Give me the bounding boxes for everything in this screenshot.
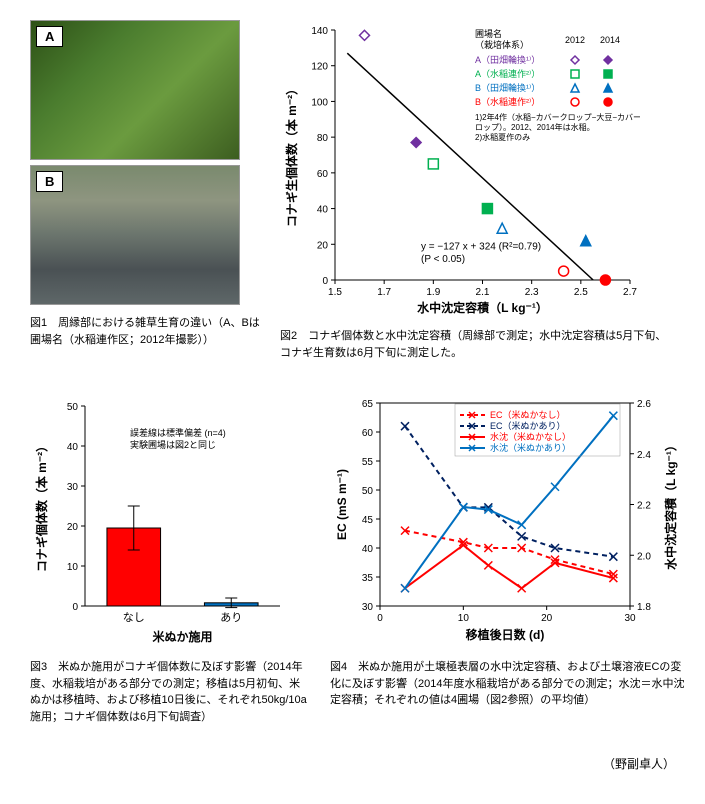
svg-text:コナギ生個体数（本 m⁻²）: コナギ生個体数（本 m⁻²） [284,83,299,227]
svg-text:ロップ）。2012、2014年は水稲。: ロップ）。2012、2014年は水稲。 [475,122,595,132]
fig4-caption: 図4 米ぬか施用が土壌極表層の水中沈定容積、および土壌溶液ECの変化に及ぼす影響… [330,659,690,709]
svg-text:2.7: 2.7 [623,287,637,298]
svg-text:水沈（米ぬかあり）: 水沈（米ぬかあり） [490,442,571,453]
svg-text:あり: あり [220,611,242,624]
svg-text:45: 45 [362,515,374,526]
svg-text:100: 100 [311,97,328,108]
svg-text:A（水稲連作²⁾）: A（水稲連作²⁾） [475,68,540,79]
fig3-chart: 0 10 20 30 40 50 なし あり米ぬか施用 コナギ個体数（本 m⁻²） 誤差線は標準偏… [30,391,310,651]
svg-text:40: 40 [67,442,79,453]
svg-text:米ぬか施用: 米ぬか施用 [152,629,212,644]
svg-text:(P < 0.05): (P < 0.05) [421,254,465,265]
svg-text:0: 0 [322,276,328,287]
author: （野副卓人） [30,755,675,772]
svg-text:1.9: 1.9 [426,287,440,298]
svg-text:120: 120 [311,62,328,73]
fig3-caption: 図3 米ぬか施用がコナギ個体数に及ぼす影響（2014年度、水稲栽培がある部分での… [30,659,310,725]
svg-text:10: 10 [458,613,470,624]
svg-text:10: 10 [67,562,79,573]
svg-text:50: 50 [362,486,374,497]
svg-text:50: 50 [67,402,79,413]
svg-text:EC（米ぬかなし）: EC（米ぬかなし） [490,409,566,420]
fig1-photo-b: B [30,165,240,305]
svg-text:EC (mS m⁻¹): EC (mS m⁻¹) [335,469,349,540]
svg-text:水中沈定容積（L kg⁻¹）: 水中沈定容積（L kg⁻¹） [417,300,548,315]
svg-text:1)2年4作（水稲−カバークロップ−大豆−カバーク: 1)2年4作（水稲−カバークロップ−大豆−カバーク [475,112,640,122]
svg-text:30: 30 [362,602,374,613]
svg-text:1.8: 1.8 [637,602,651,613]
svg-text:2012: 2012 [565,35,585,45]
fig1-photo-a: A [30,20,240,160]
fig1-label-b: B [36,171,63,192]
svg-text:水沈（米ぬかなし）: 水沈（米ぬかなし） [490,431,571,442]
svg-text:なし: なし [123,611,145,624]
fig1-images: A B [30,20,260,305]
svg-text:B（水稲連作²⁾）: B（水稲連作²⁾） [475,96,540,107]
svg-text:実験圃場は図2と同じ: 実験圃場は図2と同じ [130,439,216,450]
fig4-chart: 30 35 40 45 50 55 60 65 1.8 2.0 2.2 2.4 2.6 0 10 20 30 移植… [330,391,690,651]
svg-text:EC（米ぬかあり）: EC（米ぬかあり） [490,420,566,431]
svg-text:65: 65 [362,399,374,410]
fig2-chart: 0 20 40 60 80 100 120 140 1.5 1.7 1.9 2.1 2.3 2.5 2.7 水… [280,20,675,320]
svg-text:30: 30 [67,482,79,493]
svg-text:2)水稲夏作のみ: 2)水稲夏作のみ [475,132,530,142]
svg-text:20: 20 [67,522,79,533]
svg-text:30: 30 [624,613,636,624]
svg-text:移植後日数 (d): 移植後日数 (d) [466,627,545,642]
svg-text:140: 140 [311,26,328,37]
svg-text:40: 40 [362,544,374,555]
svg-text:2.5: 2.5 [574,287,588,298]
svg-text:1.5: 1.5 [328,287,342,298]
svg-text:0: 0 [377,613,383,624]
svg-text:B（田畑輪換¹⁾）: B（田畑輪換¹⁾） [475,82,540,93]
svg-text:80: 80 [317,133,329,144]
svg-text:（栽培体系）: （栽培体系） [475,39,529,50]
svg-text:0: 0 [72,602,78,613]
svg-text:20: 20 [541,613,553,624]
fig1-caption: 図1 周縁部における雑草生育の違い（A、Bは圃場名（水稲連作区；2012年撮影）… [30,315,260,348]
svg-text:2.6: 2.6 [637,399,651,410]
svg-text:35: 35 [362,573,374,584]
svg-text:コナギ個体数（本 m⁻²）: コナギ個体数（本 m⁻²） [34,440,49,572]
svg-text:40: 40 [317,205,329,216]
svg-text:2.0: 2.0 [637,551,651,562]
svg-text:2.2: 2.2 [637,501,651,512]
fig1-label-a: A [36,26,63,47]
svg-text:y = −127 x + 324 (R²=0.79): y = −127 x + 324 (R²=0.79) [421,242,541,253]
svg-text:水中沈定容積（L kg⁻¹）: 水中沈定容積（L kg⁻¹） [663,439,678,570]
svg-text:2.4: 2.4 [637,450,651,461]
fig2-caption: 図2 コナギ個体数と水中沈定容積（周縁部で測定；水中沈定容積は5月下旬、コナギ生… [280,328,675,361]
svg-text:A（田畑輪換¹⁾）: A（田畑輪換¹⁾） [475,54,540,65]
svg-text:2014: 2014 [600,35,620,45]
svg-text:誤差線は標準偏差 (n=4): 誤差線は標準偏差 (n=4) [130,427,226,438]
svg-text:60: 60 [362,428,374,439]
svg-text:2.3: 2.3 [525,287,539,298]
svg-text:2.1: 2.1 [476,287,490,298]
svg-text:60: 60 [317,169,329,180]
svg-text:55: 55 [362,457,374,468]
svg-text:1.7: 1.7 [377,287,391,298]
svg-text:圃場名: 圃場名 [475,28,502,39]
svg-text:20: 20 [317,240,329,251]
